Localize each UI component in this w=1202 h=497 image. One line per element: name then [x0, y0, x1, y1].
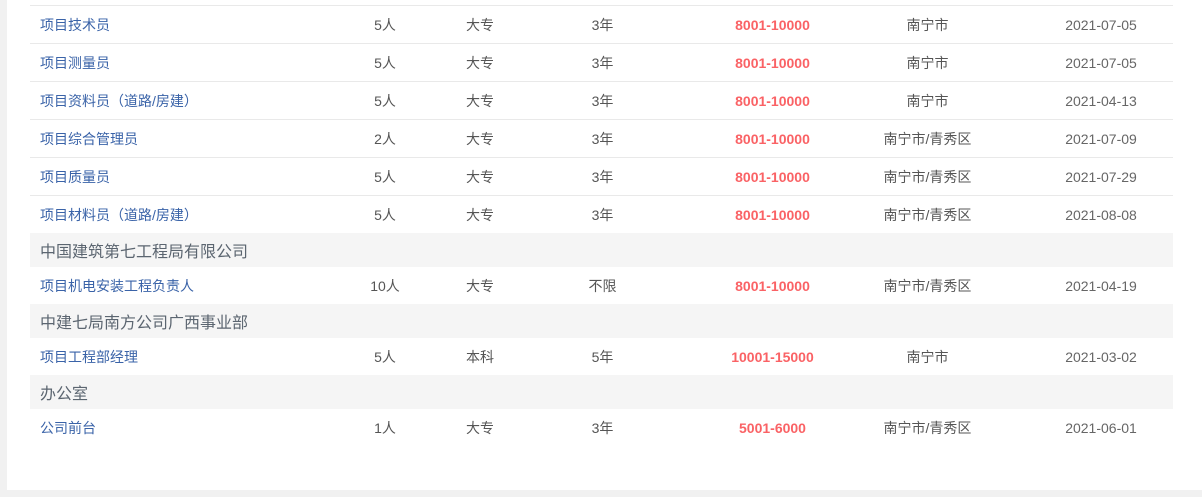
job-title-cell: 项目质量员	[30, 157, 340, 196]
job-education: 大专	[466, 277, 494, 294]
job-location: 南宁市/青秀区	[870, 157, 985, 196]
job-salary: 8001-10000	[675, 195, 870, 233]
job-title-cell: 项目测量员	[30, 43, 340, 82]
company-section-header: 中建七局南方公司广西事业部	[30, 304, 1173, 338]
job-count: 10人	[370, 277, 400, 294]
job-education: 本科	[466, 348, 494, 365]
job-experience: 3年	[591, 16, 614, 33]
job-experience: 3年	[530, 43, 675, 82]
job-salary: 8001-10000	[735, 277, 810, 294]
job-title-cell: 项目技术员	[30, 6, 340, 44]
job-location: 南宁市	[906, 348, 949, 365]
job-title-link[interactable]: 项目综合管理员	[40, 130, 138, 147]
job-title-link[interactable]: 项目资料员（道路/房建）	[40, 92, 198, 109]
job-salary: 5001-6000	[739, 419, 806, 436]
job-row: 项目质量员 5人 大专 3年 8001-10000 南宁市/青秀区 2021-07-29	[30, 157, 1173, 196]
job-title-cell: 项目资料员（道路/房建）	[30, 81, 340, 120]
job-count: 5人	[340, 195, 430, 233]
job-education: 大专	[430, 81, 530, 120]
job-education: 大专	[430, 119, 530, 158]
job-count: 1人	[374, 419, 396, 436]
company-section-header: 办公室	[30, 375, 1173, 409]
job-publish-date: 2021-07-09	[985, 119, 1173, 158]
job-title-link[interactable]: 项目机电安装工程负责人	[40, 277, 194, 294]
job-publish-date: 2021-07-05	[985, 43, 1173, 82]
job-row: 项目工程部经理 5人 本科 5年 10001-15000 南宁市 2021-03-02	[30, 338, 1173, 375]
job-row: 项目材料员（道路/房建） 5人 大专 3年 8001-10000 南宁市/青秀区 2021-…	[30, 195, 1173, 233]
job-count: 5人	[374, 16, 396, 33]
job-experience: 不限	[588, 277, 617, 294]
job-title-link[interactable]: 项目测量员	[40, 54, 110, 71]
job-education: 大专	[430, 157, 530, 196]
job-row: 公司前台 1人 大专 3年 5001-6000 南宁市/青秀区 2021-06-01	[30, 409, 1173, 446]
job-education: 大专	[430, 43, 530, 82]
job-title-link[interactable]: 项目技术员	[40, 16, 110, 33]
job-listings-table: 项目技术员 5人 大专 3年 8001-10000 南宁市 2021-07-05 项目测量员 5…	[30, 5, 1173, 446]
job-row: 项目资料员（道路/房建） 5人 大专 3年 8001-10000 南宁市 2021-04-1…	[30, 81, 1173, 120]
job-salary: 8001-10000	[675, 43, 870, 82]
job-title-cell: 项目材料员（道路/房建）	[30, 195, 340, 233]
job-title-link[interactable]: 项目材料员（道路/房建）	[40, 206, 198, 223]
job-salary: 8001-10000	[675, 119, 870, 158]
job-count: 2人	[340, 119, 430, 158]
job-row: 项目测量员 5人 大专 3年 8001-10000 南宁市 2021-07-05	[30, 43, 1173, 82]
job-publish-date: 2021-04-19	[1065, 277, 1137, 294]
job-count: 5人	[340, 157, 430, 196]
job-title-link[interactable]: 项目工程部经理	[40, 348, 138, 365]
job-list-card: 项目技术员 5人 大专 3年 8001-10000 南宁市 2021-07-05 项目测量员 5…	[7, 0, 1202, 490]
job-experience: 3年	[591, 419, 614, 436]
job-count: 5人	[374, 348, 396, 365]
company-section-row: 中国建筑第七工程局有限公司	[30, 233, 1173, 267]
job-location: 南宁市	[906, 16, 949, 33]
job-location: 南宁市	[870, 81, 985, 120]
job-education: 大专	[466, 419, 494, 436]
job-title-cell: 公司前台	[30, 409, 340, 446]
job-listings-body: 项目技术员 5人 大专 3年 8001-10000 南宁市 2021-07-05 项目测量员 5…	[30, 6, 1173, 447]
job-title-link[interactable]: 公司前台	[40, 419, 96, 436]
job-experience: 3年	[530, 195, 675, 233]
job-row: 项目技术员 5人 大专 3年 8001-10000 南宁市 2021-07-05	[30, 6, 1173, 44]
job-row: 项目机电安装工程负责人 10人 大专 不限 8001-10000 南宁市/青秀区 2021-…	[30, 267, 1173, 304]
job-experience: 3年	[530, 81, 675, 120]
job-title-cell: 项目综合管理员	[30, 119, 340, 158]
job-publish-date: 2021-08-08	[985, 195, 1173, 233]
job-count: 5人	[340, 81, 430, 120]
job-row: 项目综合管理员 2人 大专 3年 8001-10000 南宁市/青秀区 2021-07-09	[30, 119, 1173, 158]
job-location: 南宁市/青秀区	[883, 419, 972, 436]
job-experience: 5年	[591, 348, 614, 365]
job-salary: 10001-15000	[731, 348, 814, 365]
job-experience: 3年	[530, 157, 675, 196]
job-location: 南宁市/青秀区	[870, 195, 985, 233]
job-education: 大专	[430, 195, 530, 233]
job-salary: 8001-10000	[675, 81, 870, 120]
job-title-cell: 项目机电安装工程负责人	[30, 267, 340, 304]
job-title-link[interactable]: 项目质量员	[40, 168, 110, 185]
job-location: 南宁市/青秀区	[883, 277, 972, 294]
job-education: 大专	[466, 16, 494, 33]
job-publish-date: 2021-06-01	[1065, 419, 1137, 436]
job-salary: 8001-10000	[675, 157, 870, 196]
job-publish-date: 2021-03-02	[1065, 348, 1137, 365]
job-location: 南宁市/青秀区	[870, 119, 985, 158]
company-section-header: 中国建筑第七工程局有限公司	[30, 233, 1173, 267]
job-count: 5人	[340, 43, 430, 82]
job-title-cell: 项目工程部经理	[30, 338, 340, 375]
job-publish-date: 2021-07-29	[985, 157, 1173, 196]
job-publish-date: 2021-04-13	[985, 81, 1173, 120]
job-location: 南宁市	[870, 43, 985, 82]
company-section-row: 办公室	[30, 375, 1173, 409]
company-section-row: 中建七局南方公司广西事业部	[30, 304, 1173, 338]
job-salary: 8001-10000	[735, 16, 810, 33]
job-publish-date: 2021-07-05	[1065, 16, 1137, 33]
job-experience: 3年	[530, 119, 675, 158]
